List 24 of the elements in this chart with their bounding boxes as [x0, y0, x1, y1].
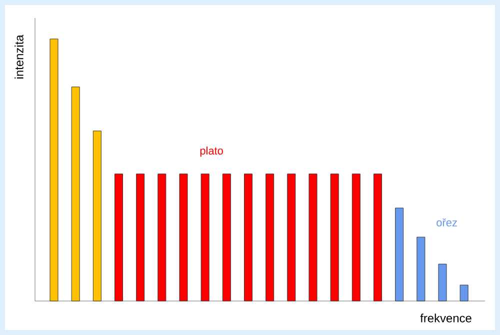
annotation: plato — [200, 146, 223, 157]
bar — [244, 174, 252, 302]
bar — [287, 174, 296, 302]
bar — [308, 174, 318, 302]
bar — [71, 86, 80, 302]
bar — [179, 174, 188, 302]
bar — [136, 174, 145, 302]
bar — [438, 264, 447, 302]
bar — [395, 208, 404, 302]
bar — [330, 174, 339, 302]
bar — [373, 174, 382, 302]
bar — [266, 174, 274, 302]
bar — [200, 174, 210, 302]
y-axis-title: intenzita — [14, 34, 24, 78]
bar — [416, 236, 426, 302]
bar — [158, 174, 166, 302]
bar — [352, 174, 360, 302]
bar — [222, 174, 231, 302]
bar — [92, 130, 102, 302]
x-axis-title: frekvence — [420, 314, 472, 322]
annotation: ořez — [436, 218, 457, 226]
bar — [50, 38, 58, 302]
bar — [460, 284, 468, 302]
bar — [114, 174, 123, 302]
